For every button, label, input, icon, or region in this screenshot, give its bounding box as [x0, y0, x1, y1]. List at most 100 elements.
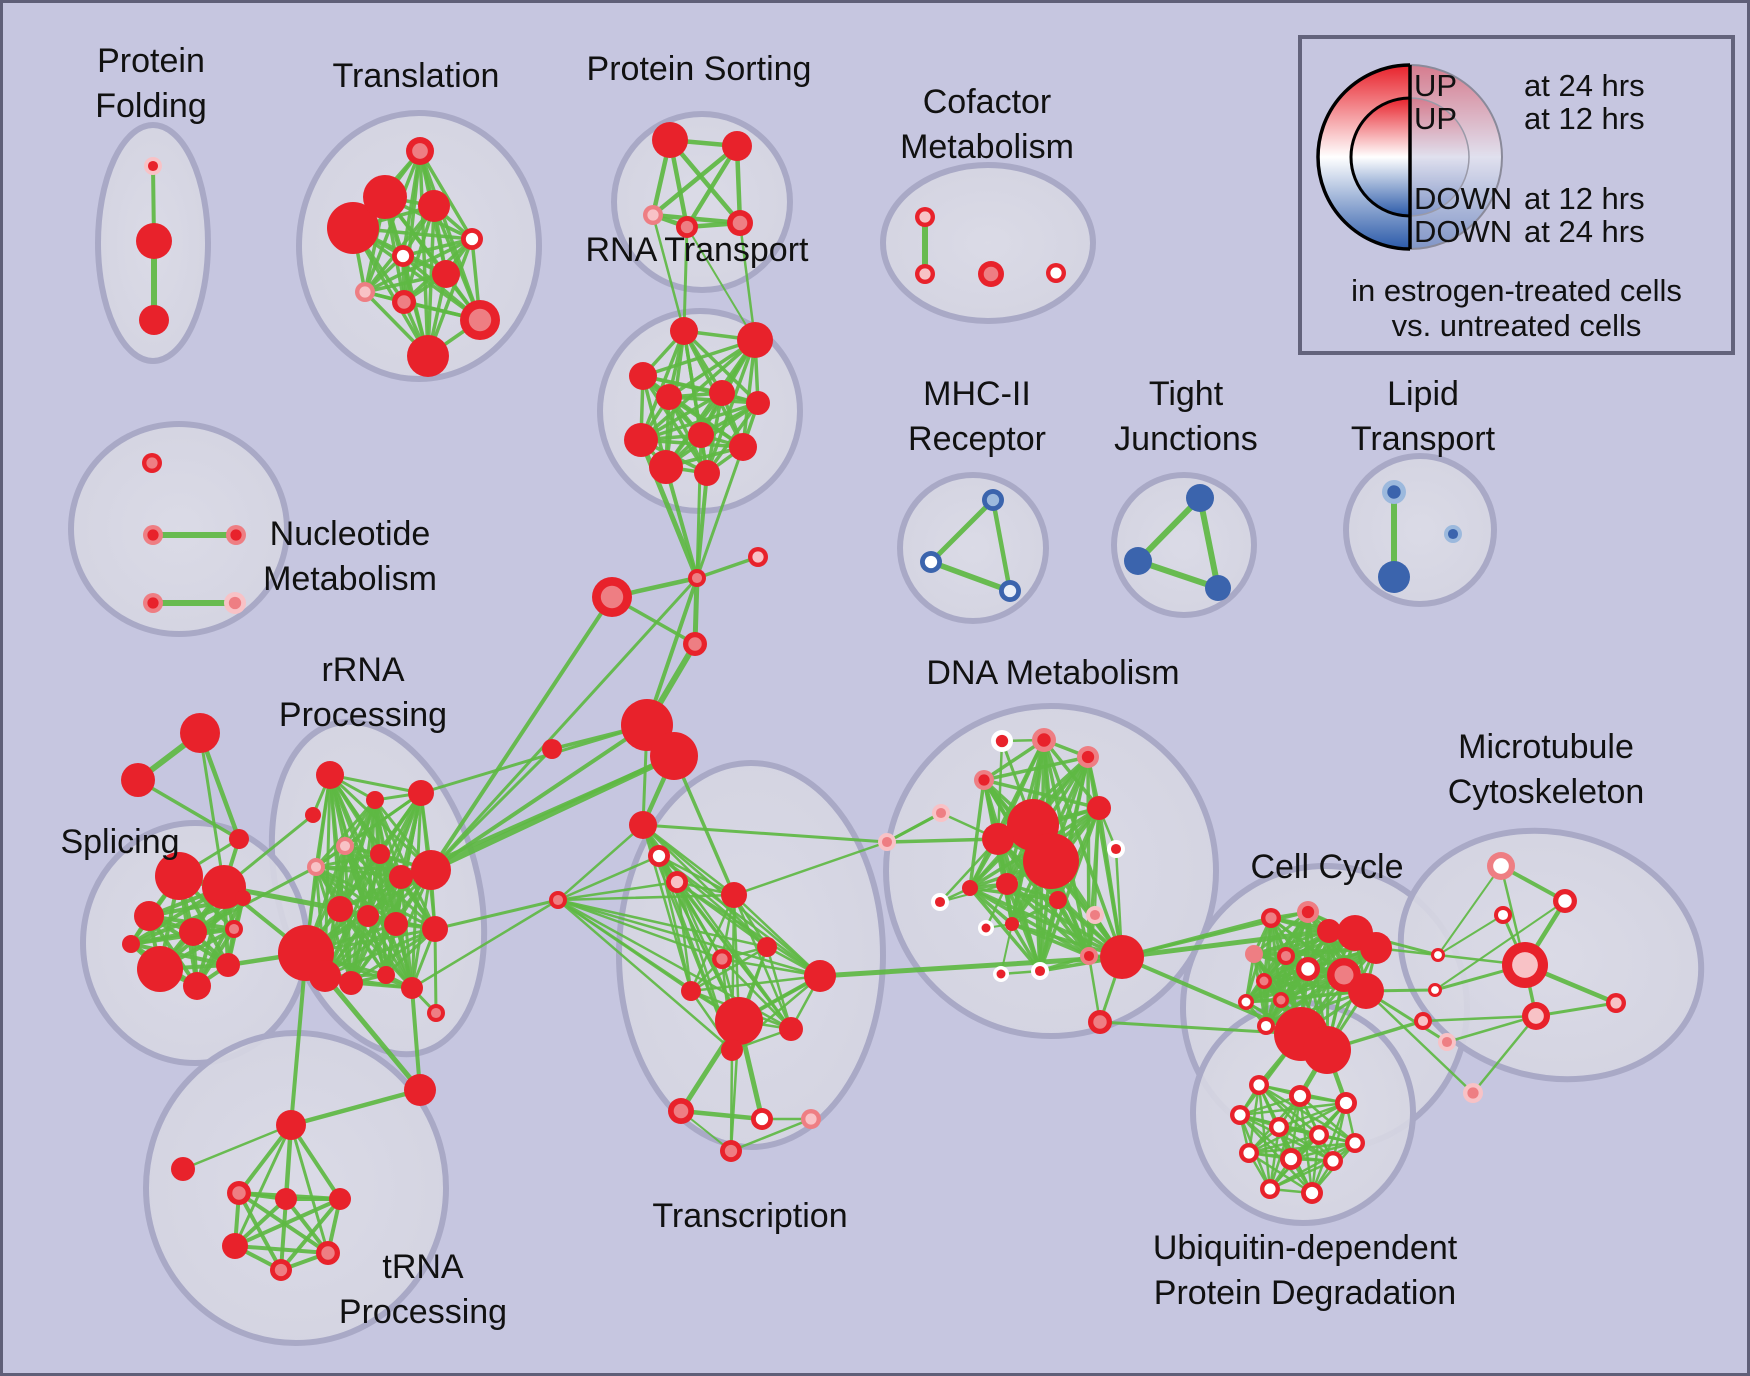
edge	[738, 221, 757, 342]
node-D16	[1049, 891, 1067, 909]
node-TC13	[668, 1098, 694, 1124]
node-PF1	[136, 223, 172, 259]
node-S0	[155, 852, 203, 900]
edge	[996, 739, 1004, 841]
node-R16	[427, 1004, 445, 1022]
node-D18	[1031, 962, 1049, 980]
node-R17	[404, 1074, 436, 1106]
edge	[129, 942, 230, 967]
edge	[672, 754, 736, 897]
edge	[885, 837, 1000, 844]
edge	[684, 143, 740, 230]
edge	[410, 986, 422, 1092]
edge	[399, 875, 414, 990]
edge	[1119, 928, 1332, 960]
node-R4	[307, 858, 325, 876]
node-CC5	[1245, 945, 1263, 963]
node-N4	[224, 592, 246, 614]
edge	[968, 886, 1124, 959]
node-N3	[143, 593, 163, 613]
cluster-label-rrna: rRNA Processing	[279, 651, 447, 734]
edge	[556, 880, 679, 902]
cluster-trna	[143, 1030, 449, 1346]
edge	[1421, 1014, 1538, 1023]
node-TC10	[715, 997, 763, 1045]
edge	[1437, 914, 1504, 956]
node-RT3	[656, 384, 682, 410]
node-S8	[235, 890, 251, 906]
node-RT5	[746, 391, 770, 415]
node-C0	[915, 207, 935, 227]
node-PS3	[676, 216, 698, 238]
node-U10	[1260, 1179, 1280, 1199]
node-TC6	[757, 937, 777, 957]
legend-box: UP at 24 hrs UP at 12 hrs DOWN at 12 hrs…	[1298, 35, 1735, 355]
node-N0	[142, 453, 162, 473]
legend-time-down12: at 12 hrs	[1524, 181, 1645, 216]
node-D7	[1023, 833, 1079, 889]
node-RT1	[737, 322, 773, 358]
node-TN7	[270, 1259, 292, 1281]
edge	[191, 865, 318, 934]
node-TN3	[275, 1188, 297, 1210]
node-S6	[225, 920, 243, 938]
node-PS0	[652, 122, 688, 158]
node-D20	[1080, 947, 1098, 965]
edge	[729, 1117, 813, 1153]
node-U1	[1289, 1085, 1311, 1107]
node-PF0	[144, 157, 162, 175]
node-R14	[377, 966, 395, 984]
edge	[556, 854, 661, 902]
node-MT4	[1522, 1002, 1550, 1030]
edge	[650, 212, 743, 226]
cluster-label-tight: Tight Junctions	[1114, 375, 1258, 458]
node-TC11	[779, 1017, 803, 1041]
edge	[323, 927, 437, 978]
node-C2	[978, 261, 1004, 287]
node-D15	[1005, 917, 1019, 931]
node-R9	[357, 905, 379, 927]
edge	[689, 974, 822, 993]
node-U8	[1280, 1148, 1302, 1170]
node-CC13	[1257, 1017, 1275, 1035]
edge	[720, 957, 793, 1031]
cluster-label-splicing: Splicing	[60, 823, 179, 861]
node-CC6	[1277, 947, 1295, 965]
edge	[195, 896, 245, 988]
edge	[1247, 1141, 1357, 1155]
node-PS1	[722, 131, 752, 161]
node-MT1	[1553, 889, 1577, 913]
node-R8	[327, 896, 353, 922]
edge	[233, 1197, 342, 1248]
edge	[651, 213, 686, 333]
edge	[641, 338, 757, 378]
node-U3	[1230, 1105, 1250, 1125]
node-TC0	[629, 811, 657, 839]
node-U7	[1239, 1143, 1259, 1163]
legend-dir-down24: DOWN	[1414, 214, 1513, 249]
node-U0	[1249, 1075, 1269, 1095]
edge	[556, 893, 736, 902]
edge	[1277, 1101, 1348, 1129]
node-R11	[422, 916, 448, 942]
cluster-label-cofactor: Cofactor Metabolism	[900, 83, 1074, 166]
edge	[695, 433, 703, 580]
node-TN5	[222, 1233, 248, 1259]
node-TN0	[276, 1110, 306, 1140]
edge	[689, 945, 769, 993]
node-RT0	[670, 317, 698, 345]
edge	[198, 731, 226, 889]
edge	[1445, 1014, 1538, 1044]
node-TC5	[549, 891, 567, 909]
node-U4	[1269, 1117, 1289, 1137]
node-R7	[411, 850, 451, 890]
cluster-nucleotide	[68, 421, 290, 637]
node-MT5	[1606, 993, 1626, 1013]
edge	[1471, 1014, 1538, 1095]
node-TR0	[180, 713, 220, 753]
node-HUB1	[650, 732, 698, 780]
node-TC8	[681, 981, 701, 1001]
edge	[982, 778, 1101, 810]
edge	[1364, 989, 1475, 1095]
edge	[695, 445, 745, 580]
